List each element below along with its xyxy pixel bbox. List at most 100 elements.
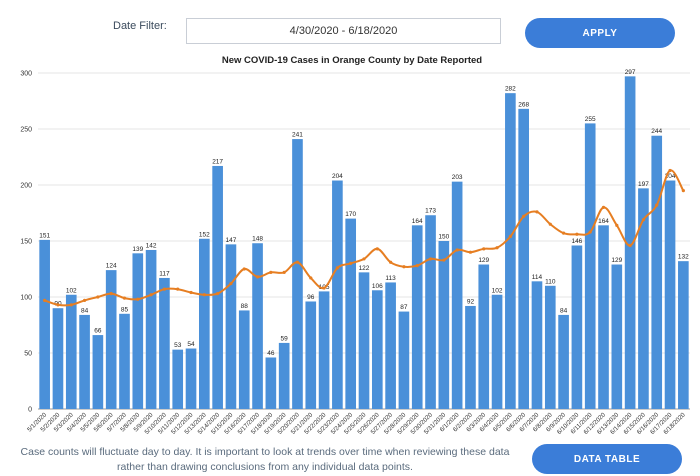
bar-value-label: 164 xyxy=(598,218,609,225)
trend-point xyxy=(468,250,473,254)
apply-button[interactable]: APPLY xyxy=(525,18,675,48)
bar xyxy=(119,313,130,409)
trend-point xyxy=(295,260,300,264)
bar-value-label: 102 xyxy=(66,287,77,294)
trend-point xyxy=(548,222,552,226)
bar-value-label: 204 xyxy=(665,173,676,180)
trend-point xyxy=(588,230,592,234)
bar xyxy=(212,165,223,409)
trend-point xyxy=(122,296,127,300)
trend-point xyxy=(69,303,73,307)
bar-value-label: 282 xyxy=(505,86,516,93)
bar xyxy=(651,135,663,409)
bar xyxy=(265,357,277,409)
bar xyxy=(39,239,50,409)
bar-value-label: 54 xyxy=(187,341,195,348)
trend-point xyxy=(162,287,167,291)
bar xyxy=(638,188,649,409)
bar xyxy=(185,348,197,409)
bar xyxy=(252,243,263,409)
bar xyxy=(52,308,64,409)
bar-value-label: 84 xyxy=(560,307,568,314)
trend-point xyxy=(535,210,539,214)
cases-chart: New COVID-19 Cases in Orange County by D… xyxy=(20,55,690,436)
trend-point xyxy=(43,298,47,302)
data-table-button[interactable]: DATA TABLE xyxy=(532,444,682,474)
trend-point xyxy=(149,293,153,297)
bar-value-label: 87 xyxy=(400,304,408,311)
bar-value-label: 129 xyxy=(478,257,489,264)
bar-value-label: 197 xyxy=(638,181,649,188)
trend-point xyxy=(216,292,220,296)
bar xyxy=(465,305,476,409)
trend-point xyxy=(229,281,233,286)
bar-value-label: 66 xyxy=(94,328,102,335)
bar-value-label: 102 xyxy=(492,287,503,294)
bar-value-label: 244 xyxy=(651,128,662,135)
trend-point xyxy=(255,275,260,279)
bar xyxy=(611,264,623,409)
bar-value-label: 46 xyxy=(267,350,275,357)
trend-point xyxy=(601,205,606,209)
bar-value-label: 117 xyxy=(159,270,170,277)
bar-value-label: 110 xyxy=(545,278,556,285)
bar xyxy=(584,123,596,410)
bar xyxy=(438,241,450,409)
trend-point xyxy=(189,290,193,295)
bar xyxy=(132,253,144,409)
bar-value-label: 88 xyxy=(241,303,249,310)
bar-value-label: 173 xyxy=(425,208,436,215)
bar xyxy=(544,285,556,409)
bar xyxy=(318,291,330,409)
bar-value-label: 113 xyxy=(385,275,396,282)
trend-point xyxy=(495,246,499,250)
trend-point xyxy=(349,261,353,265)
bar xyxy=(292,139,303,409)
trend-point xyxy=(109,292,113,296)
bar-value-label: 147 xyxy=(226,237,237,244)
trend-point xyxy=(641,218,646,222)
bar xyxy=(491,294,503,409)
bar-value-label: 268 xyxy=(518,101,529,108)
bar-value-label: 124 xyxy=(106,263,117,270)
bar xyxy=(518,108,529,409)
bar-value-label: 132 xyxy=(678,254,689,261)
trend-point xyxy=(242,267,246,271)
y-tick-label: 300 xyxy=(20,71,32,78)
bar-value-label: 151 xyxy=(39,232,50,239)
bar-value-label: 146 xyxy=(571,238,582,245)
trend-point xyxy=(628,243,632,248)
bar-value-label: 139 xyxy=(132,246,143,253)
trend-point xyxy=(655,203,659,207)
bar-value-label: 241 xyxy=(292,132,303,139)
trend-point xyxy=(482,247,486,251)
bar xyxy=(65,294,77,409)
trend-point xyxy=(668,168,672,173)
bar xyxy=(199,238,210,409)
bar xyxy=(238,310,250,409)
trend-point xyxy=(309,276,313,280)
bar xyxy=(358,272,370,409)
bar xyxy=(558,314,569,409)
bar xyxy=(159,277,170,409)
bar xyxy=(371,290,383,409)
bar xyxy=(624,76,636,410)
bar xyxy=(332,180,343,409)
bar xyxy=(92,335,104,409)
bar-value-label: 204 xyxy=(332,173,343,180)
bar-value-label: 84 xyxy=(81,307,89,314)
bar xyxy=(145,249,157,409)
trend-point xyxy=(522,214,526,218)
bar-value-label: 255 xyxy=(585,116,596,123)
date-filter-input[interactable] xyxy=(186,18,501,44)
bar xyxy=(172,349,184,409)
trend-point xyxy=(322,286,326,290)
bar-value-label: 59 xyxy=(281,335,289,342)
bar xyxy=(664,180,676,409)
y-tick-label: 0 xyxy=(28,407,32,414)
trend-point xyxy=(508,234,512,239)
trend-point xyxy=(96,295,100,299)
bar-value-label: 152 xyxy=(199,231,210,238)
date-filter-label: Date Filter: xyxy=(113,20,167,32)
bar-value-label: 92 xyxy=(467,298,475,305)
